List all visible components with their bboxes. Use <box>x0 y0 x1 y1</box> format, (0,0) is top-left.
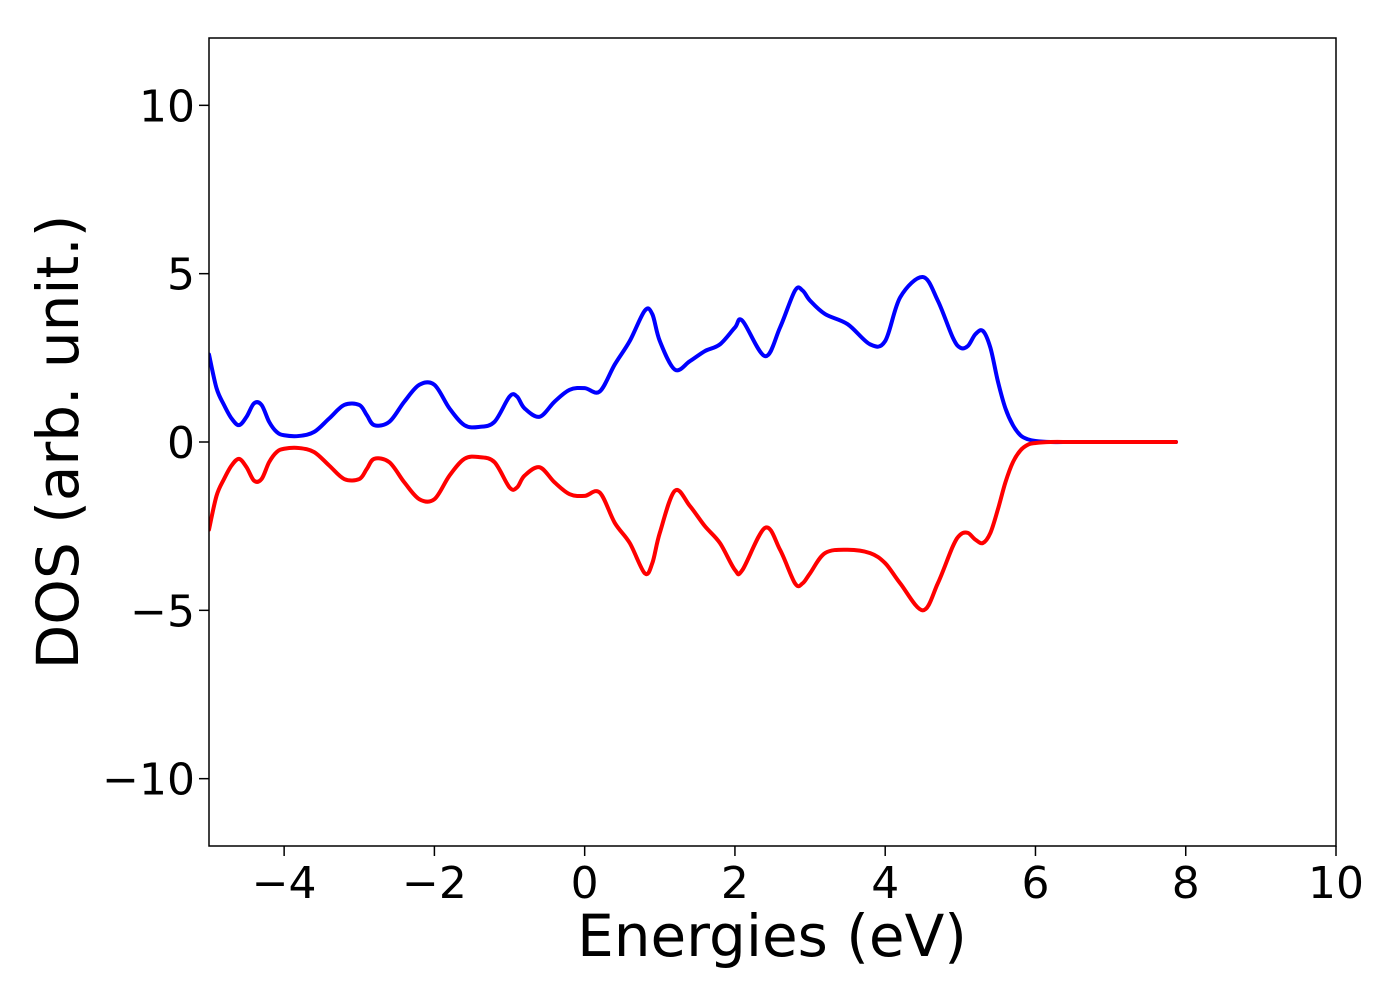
x-axis-title: Energies (eV) <box>577 902 967 970</box>
x-tick-label: −2 <box>402 858 467 909</box>
y-tick-label: −5 <box>130 586 195 637</box>
series-layer <box>209 275 1178 613</box>
series-line-1 <box>209 275 1178 445</box>
y-tick-label: 10 <box>139 81 195 132</box>
y-axis-title: DOS (arb. unit.) <box>24 215 92 670</box>
y-axis-ticks: −10 −5 0 5 10 <box>102 81 209 806</box>
y-tick-label: 5 <box>167 250 195 301</box>
x-tick-label: 8 <box>1172 858 1200 909</box>
x-tick-label: 0 <box>571 858 599 909</box>
x-tick-label: 4 <box>871 858 899 909</box>
y-tick-label: −10 <box>102 755 195 806</box>
y-tick-label: 0 <box>167 418 195 469</box>
x-tick-label: 10 <box>1308 858 1364 909</box>
x-axis-ticks: −4 −2 0 2 4 6 8 10 <box>252 846 1364 909</box>
x-tick-label: −4 <box>252 858 317 909</box>
x-tick-label: 6 <box>1021 858 1049 909</box>
x-tick-label: 2 <box>721 858 749 909</box>
series-line-2 <box>209 439 1178 613</box>
